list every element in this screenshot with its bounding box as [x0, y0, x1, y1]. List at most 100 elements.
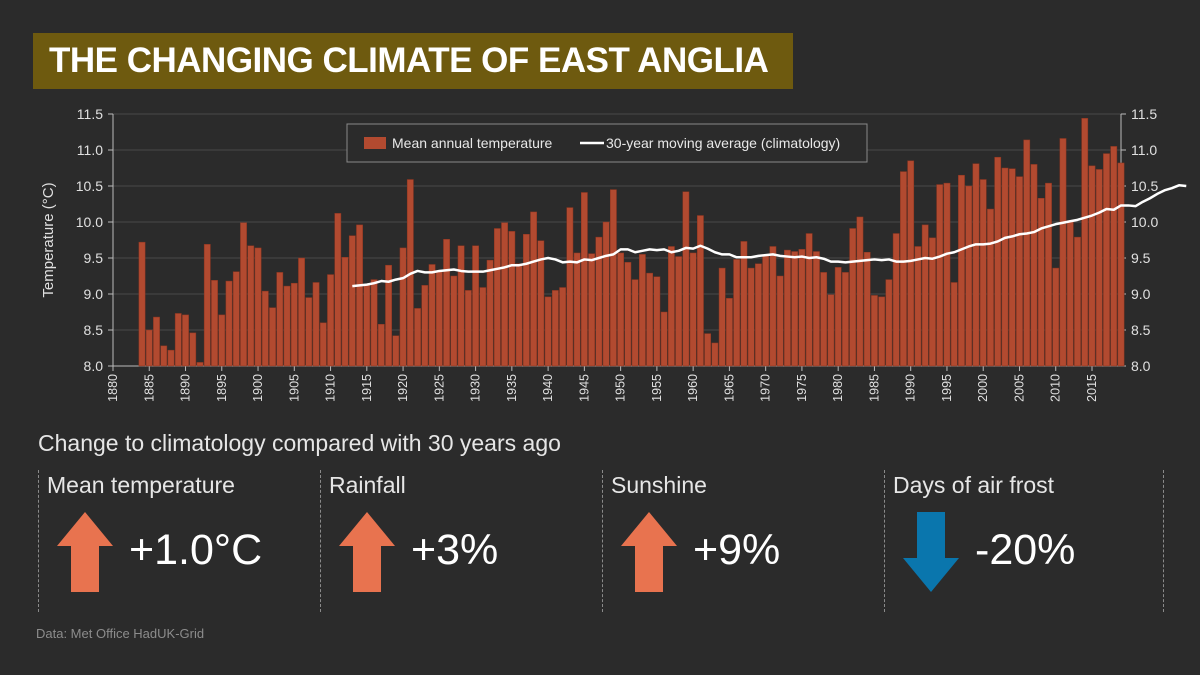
temperature-bar [232, 271, 240, 367]
temperature-bar [689, 252, 697, 367]
temperature-bar [385, 264, 392, 367]
temperature-bar [276, 272, 284, 367]
x-tick-label: 1920 [396, 374, 410, 402]
panel-rainfall: Rainfall +3% [320, 470, 602, 612]
y-tick-label-right: 10.0 [1131, 214, 1158, 230]
temperature-bar [312, 282, 320, 367]
temperature-bar [871, 295, 878, 367]
temperature-bar [653, 276, 661, 367]
temperature-bar [994, 156, 1002, 367]
temperature-bar [1030, 164, 1038, 367]
temperature-bar [544, 296, 552, 367]
legend-bar-swatch [364, 137, 386, 149]
temperature-bar [334, 213, 342, 367]
temperature-bar [929, 237, 936, 367]
panel-label: Rainfall [329, 472, 406, 498]
x-tick-label: 1955 [650, 374, 664, 402]
panel-sunshine: Sunshine +9% [602, 470, 884, 612]
temperature-bar [610, 189, 617, 367]
temperature-bar [218, 314, 226, 367]
panel-days-of-air-frost: Days of air frost -20% [884, 470, 1166, 612]
x-tick-label: 1930 [469, 374, 483, 402]
up-arrow-icon [621, 512, 677, 592]
temperature-bar [1110, 146, 1118, 367]
temperature-bar [907, 160, 915, 367]
temperature-bar [791, 251, 799, 367]
temperature-bar [958, 174, 965, 367]
y-tick-label-left: 11.0 [77, 142, 103, 158]
temperature-bar [472, 245, 479, 367]
temperature-bar [624, 262, 632, 367]
x-tick-label: 1945 [577, 374, 591, 402]
temperature-bar [189, 332, 197, 367]
temperature-bar [639, 254, 646, 367]
temperature-bar [595, 236, 603, 367]
temperature-bar [479, 287, 487, 367]
temperature-bar [697, 215, 704, 367]
y-tick-label-left: 9.5 [84, 250, 104, 266]
temperature-bar [675, 256, 683, 367]
x-tick-label: 1880 [106, 374, 120, 402]
temperature-bar [682, 191, 690, 367]
temperature-bar [849, 228, 857, 367]
legend-box [346, 123, 868, 163]
temperature-bar [537, 240, 545, 367]
temperature-bar [856, 216, 864, 367]
temperature-bar [602, 221, 610, 367]
temperature-bar [261, 290, 269, 367]
temperature-bar [921, 224, 929, 367]
data-source: Data: Met Office HadUK-Grid [36, 626, 205, 641]
temperature-bar [834, 267, 842, 367]
temperature-bar [588, 253, 595, 367]
x-tick-label: 1970 [759, 374, 773, 402]
temperature-bar [718, 267, 726, 367]
y-tick-label-right: 9.5 [1131, 250, 1151, 266]
x-tick-label: 1935 [505, 374, 519, 402]
temperature-bar [936, 184, 944, 367]
temperature-bar [501, 222, 508, 367]
temperature-bar [464, 290, 472, 367]
x-tick-label: 1960 [686, 374, 700, 402]
x-tick-label: 1895 [215, 374, 229, 402]
temperature-bar [892, 233, 900, 367]
temperature-bar [1045, 182, 1052, 367]
temperature-bar [153, 316, 160, 367]
temperature-bar [762, 255, 770, 367]
temperature-bar [435, 271, 443, 367]
x-tick-label: 1910 [324, 374, 338, 402]
temperature-bar [363, 284, 371, 367]
temperature-bar [443, 239, 450, 367]
temperature-bar [457, 245, 465, 367]
y-tick-label-right: 9.0 [1131, 286, 1151, 302]
temperature-bar [755, 263, 762, 367]
x-tick-label: 1995 [940, 374, 954, 402]
legend-bar-label: Mean annual temperature [392, 135, 553, 151]
temperature-bar [1037, 197, 1045, 367]
temperature-bar [203, 244, 211, 367]
down-arrow-icon [903, 512, 959, 592]
temperature-bar [486, 259, 494, 367]
temperature-bar [1103, 153, 1110, 367]
temperature-bar [1081, 118, 1089, 367]
temperature-bar [370, 279, 378, 367]
y-tick-label-right: 10.5 [1131, 178, 1158, 194]
temperature-bar [842, 272, 849, 367]
y-tick-label-left: 9.0 [84, 286, 104, 302]
x-tick-label: 1905 [287, 374, 301, 402]
temperature-bar [1095, 169, 1103, 367]
temperature-bar [566, 207, 574, 367]
temperature-bar [138, 241, 146, 367]
x-tick-label: 1985 [867, 374, 881, 402]
temperature-bar [174, 313, 182, 367]
temperature-bar [943, 182, 951, 367]
temperature-bar [1001, 167, 1009, 367]
panel-value: -20% [975, 526, 1076, 574]
up-arrow-icon [339, 512, 395, 592]
temperature-bar [711, 342, 719, 367]
temperature-bar [298, 257, 305, 367]
x-tick-label: 1890 [179, 374, 193, 402]
temperature-bar [399, 247, 407, 367]
temperature-bar [813, 251, 820, 367]
temperature-bar [820, 272, 828, 367]
temperature-bar [247, 245, 255, 367]
